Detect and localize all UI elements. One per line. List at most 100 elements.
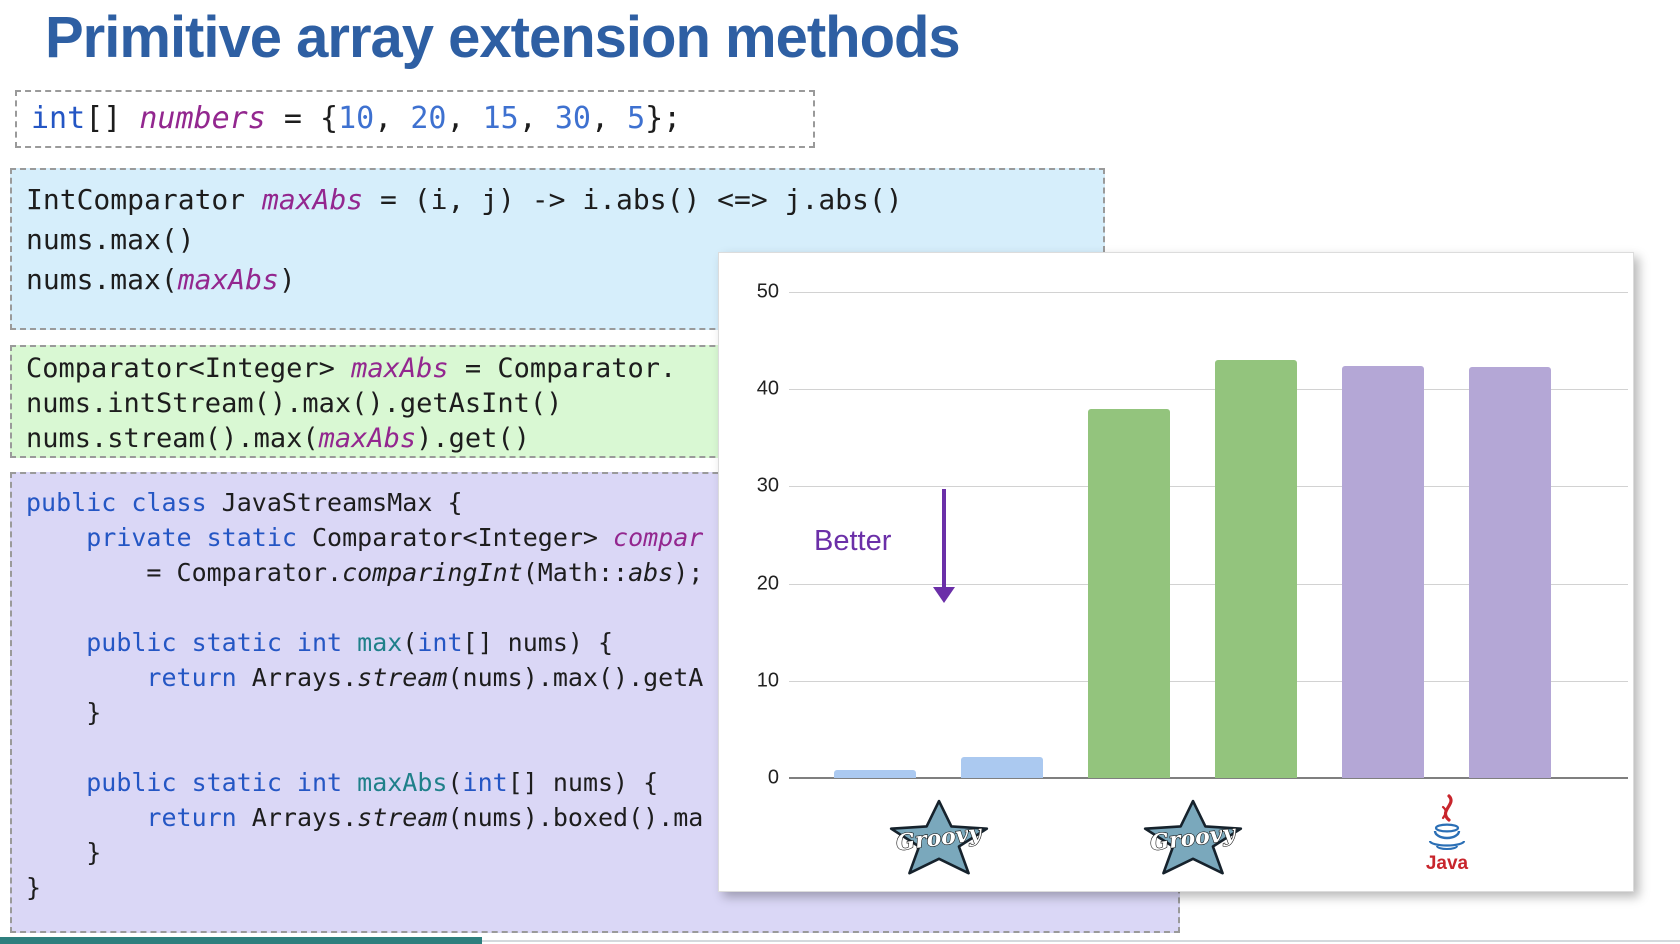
code-token: )	[278, 263, 296, 296]
code-token: nums.intStream().max().getAsInt()	[26, 388, 563, 419]
x-axis-line	[789, 777, 1628, 779]
code-token: ,	[590, 101, 628, 136]
code-token: ).get()	[416, 423, 530, 454]
groovy-logo: Groovy	[875, 799, 1003, 890]
code-token: IntComparator	[26, 183, 263, 216]
y-tick-label: 40	[756, 377, 779, 400]
code-token: 15	[482, 101, 519, 136]
code-token: compar	[613, 523, 704, 552]
code-token: }	[26, 698, 102, 727]
code-token	[26, 523, 86, 552]
code-token: int	[417, 628, 463, 657]
java-cup-icon: Java	[1425, 794, 1468, 874]
code-line: public static int max(int[] nums) {	[26, 625, 1164, 660]
code-token: abs	[628, 558, 674, 587]
bar-groovy-1	[961, 756, 1043, 778]
code-token: public static int	[86, 628, 358, 657]
code-token: (	[447, 768, 463, 797]
y-tick-label: 0	[767, 766, 779, 789]
better-arrow-head	[933, 587, 955, 603]
code-token: (	[402, 628, 418, 657]
gridline-10	[789, 680, 1628, 682]
code-token: JavaStreamsMax {	[221, 488, 463, 517]
code-token: nums.max()	[26, 223, 195, 256]
code-token: = Comparator.	[448, 353, 677, 384]
code-token: public static int	[86, 768, 358, 797]
code-line: public class JavaStreamsMax {	[26, 485, 1164, 520]
bar-groovy-2	[1088, 408, 1170, 778]
code-line: nums.max(maxAbs)	[26, 260, 1089, 300]
code-token: stream	[357, 663, 448, 692]
bar-java-4	[1342, 365, 1424, 778]
y-tick-label: 50	[756, 280, 779, 303]
java-logo: Java	[1411, 793, 1483, 890]
code-token: );	[673, 558, 704, 587]
svg-text:Groovy: Groovy	[1148, 820, 1238, 856]
svg-text:Groovy: Groovy	[894, 820, 984, 856]
code-token: };	[645, 101, 682, 136]
code-token: []	[85, 101, 140, 136]
code-token: nums.stream().max(	[26, 423, 319, 454]
code-token: (nums).boxed().ma	[447, 803, 704, 832]
code-line: int[] numbers = {10, 20, 15, 30, 5};	[31, 98, 799, 140]
code-token: (Math::	[522, 558, 629, 587]
code-box-groovy-intcomparator: IntComparator maxAbs = (i, j) -> i.abs()…	[10, 168, 1105, 330]
code-token: 10	[338, 101, 375, 136]
footer-divider-line	[0, 940, 1680, 942]
code-line: IntComparator maxAbs = (i, j) -> i.abs()…	[26, 180, 1089, 220]
bar-groovy-0	[834, 770, 916, 778]
code-token: 5	[627, 101, 646, 136]
code-token: int	[462, 768, 508, 797]
code-token: 20	[410, 101, 447, 136]
better-label: Better	[814, 525, 892, 557]
bar-groovy-3	[1215, 360, 1297, 778]
code-line: nums.stream().max(maxAbs).get()	[26, 421, 1089, 456]
gridline-30	[789, 486, 1628, 488]
code-token: public class	[26, 488, 222, 517]
gridline-20	[789, 583, 1628, 585]
code-token: max	[357, 628, 403, 657]
code-token: comparingInt	[342, 558, 523, 587]
code-line: return Arrays.stream(nums).boxed().ma	[26, 800, 1164, 835]
code-token: nums.max(	[26, 263, 178, 296]
code-token: Arrays.	[236, 663, 358, 692]
y-tick-label: 30	[756, 474, 779, 497]
page-title: Primitive array extension methods	[45, 5, 961, 70]
code-token: [] nums) {	[507, 768, 659, 797]
code-token: return	[146, 663, 237, 692]
code-line: }	[26, 695, 1164, 730]
code-token: Comparator<Integer>	[312, 523, 614, 552]
code-token: }	[26, 873, 42, 902]
benchmark-bar-chart: 0 10 20 30 40 50 Better Groovy Groovy Java	[718, 252, 1634, 892]
gridline-50	[789, 292, 1628, 293]
code-token: = (i, j) -> i.abs() <=> j.abs()	[363, 183, 903, 216]
bar-java-5	[1469, 366, 1551, 778]
code-token: [] nums) {	[462, 628, 614, 657]
y-tick-label: 20	[756, 572, 779, 595]
code-box-int-array-declaration: int[] numbers = {10, 20, 15, 30, 5};	[15, 90, 815, 148]
code-token: return	[146, 803, 237, 832]
code-token: maxAbs	[351, 353, 449, 384]
groovy-logo: Groovy	[1129, 799, 1257, 890]
code-line: nums.max()	[26, 220, 1089, 260]
code-token: maxAbs	[357, 768, 448, 797]
code-token	[26, 628, 86, 657]
code-token: maxAbs	[262, 183, 364, 216]
code-token: Comparator<Integer>	[26, 353, 352, 384]
code-line: Comparator<Integer> maxAbs = Comparator.	[26, 351, 1089, 386]
code-token: numbers	[139, 101, 266, 136]
code-line: private static Comparator<Integer> compa…	[26, 520, 1164, 555]
code-line: public static int maxAbs(int[] nums) {	[26, 765, 1164, 800]
code-token: int	[31, 101, 86, 136]
code-token	[26, 663, 146, 692]
code-line: return Arrays.stream(nums).max().getA	[26, 660, 1164, 695]
code-token: maxAbs	[177, 263, 279, 296]
code-token: ,	[446, 101, 483, 136]
code-token: maxAbs	[318, 423, 417, 454]
code-line: }	[26, 870, 1164, 905]
groovy-star-icon: Groovy	[889, 799, 988, 875]
code-line: nums.intStream().max().getAsInt()	[26, 386, 1089, 421]
groovy-star-icon: Groovy	[1143, 799, 1242, 875]
code-token	[26, 768, 86, 797]
code-line: = Comparator.comparingInt(Math::abs);	[26, 555, 1164, 590]
